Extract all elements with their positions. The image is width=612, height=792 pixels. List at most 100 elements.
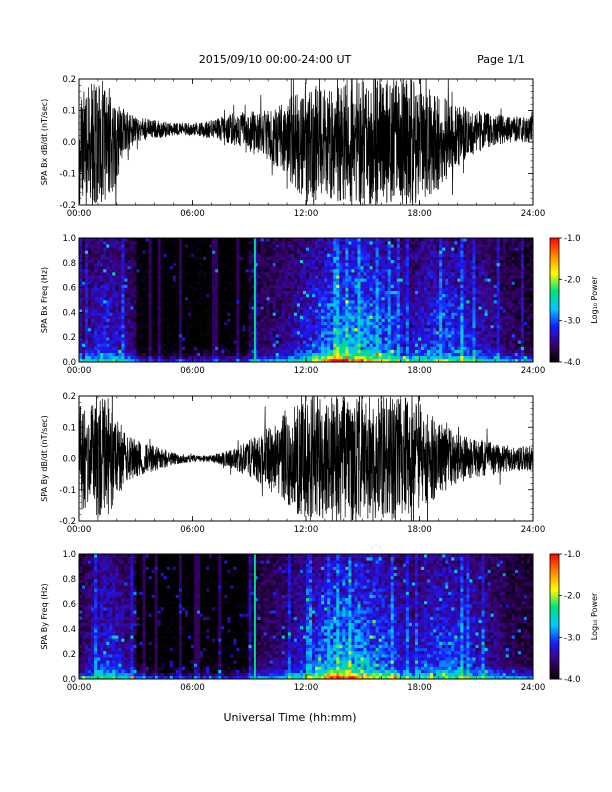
heatmap-cell: [393, 318, 398, 322]
heatmap-cell: [194, 355, 198, 360]
heatmap-cell: [387, 300, 392, 304]
heatmap-cell: [339, 293, 343, 298]
heatmap-cell: [381, 281, 385, 285]
heatmap-cell: [200, 321, 204, 326]
heatmap-cell: [275, 334, 280, 338]
heatmap-cell: [248, 340, 252, 344]
heatmap-cell: [227, 303, 231, 307]
heatmap-cell: [91, 300, 95, 304]
heatmap-cell: [414, 287, 419, 291]
heatmap-cell: [248, 309, 252, 313]
heatmap-cell: [421, 358, 425, 363]
heatmap-cell: [212, 256, 216, 260]
heatmap-cell: [408, 352, 413, 357]
heatmap-cell: [405, 324, 410, 329]
heatmap-cell: [287, 334, 292, 338]
heatmap-cell: [315, 331, 319, 335]
heatmap-cell: [430, 278, 434, 282]
heatmap-cell: [88, 293, 92, 298]
heatmap-cell: [115, 284, 119, 288]
heatmap-cell: [390, 241, 395, 245]
heatmap-cell: [302, 346, 307, 350]
heatmap-cell: [154, 352, 158, 357]
heatmap-cell: [175, 309, 180, 313]
heatmap-cell: [354, 355, 358, 360]
heatmap-cell: [315, 318, 319, 322]
heatmap-cell: [215, 300, 219, 304]
heatmap-cell: [342, 250, 346, 254]
x-tick-label: 18:00: [407, 209, 432, 219]
heatmap-cell: [91, 275, 95, 279]
heatmap-cell: [417, 296, 422, 301]
heatmap-cell: [263, 331, 267, 335]
heatmap-cell: [97, 343, 101, 347]
heatmap-cell: [163, 259, 168, 264]
heatmap-cell: [345, 321, 349, 326]
heatmap-cell: [269, 352, 274, 357]
heatmap-cell: [287, 269, 292, 273]
heatmap-cell: [387, 287, 392, 291]
heatmap-cell: [172, 334, 177, 338]
heatmap-cell: [118, 296, 122, 301]
heatmap-cell: [206, 337, 210, 341]
heatmap-cell: [402, 358, 407, 363]
heatmap-cell: [151, 296, 155, 301]
heatmap-cell: [372, 293, 376, 298]
heatmap-cell: [187, 327, 192, 332]
heatmap-cell: [109, 256, 113, 260]
heatmap-cell: [139, 238, 143, 242]
heatmap-cell: [127, 256, 131, 260]
heatmap-cell: [345, 281, 349, 285]
heatmap-cell: [399, 253, 404, 257]
heatmap-cell: [254, 296, 258, 301]
heatmap-cell: [82, 315, 86, 319]
heatmap-cell: [372, 321, 376, 326]
heatmap-cell: [112, 262, 116, 267]
heatmap-cell: [333, 352, 337, 357]
heatmap-cell: [178, 244, 183, 248]
heatmap-cell: [302, 284, 307, 288]
heatmap-cell: [424, 309, 428, 313]
heatmap-cell: [312, 290, 316, 295]
heatmap-cell: [287, 355, 292, 360]
heatmap-cell: [178, 337, 183, 341]
heatmap-cell: [284, 334, 289, 338]
heatmap-cell: [393, 340, 398, 344]
bx-dbdt-panel: 00:00 06:00 12:00 18:00 24:00-0.2-0.10.00.10…: [40, 75, 545, 219]
heatmap-cell: [248, 287, 252, 291]
heatmap-cell: [414, 259, 419, 264]
heatmap-cell: [127, 287, 131, 291]
heatmap-cell: [109, 349, 113, 353]
heatmap-cell: [248, 290, 252, 295]
heatmap-cell: [439, 262, 443, 267]
heatmap-cell: [257, 265, 261, 270]
heatmap-cell: [321, 306, 325, 310]
heatmap-cell: [324, 269, 328, 273]
heatmap-cell: [445, 337, 449, 341]
heatmap-cell: [130, 238, 134, 242]
heatmap-cell: [160, 275, 165, 279]
heatmap-cell: [424, 337, 428, 341]
heatmap-cell: [411, 253, 416, 257]
heatmap-cell: [97, 309, 101, 313]
heatmap-cell: [372, 355, 376, 360]
heatmap-cell: [414, 309, 419, 313]
heatmap-cell: [366, 331, 370, 335]
heatmap-cell: [266, 300, 270, 304]
heatmap-cell: [421, 281, 425, 285]
heatmap-cell: [242, 312, 246, 316]
heatmap-cell: [245, 256, 249, 260]
heatmap-cell: [200, 343, 204, 347]
heatmap-cell: [88, 284, 92, 288]
heatmap-cell: [218, 296, 222, 301]
heatmap-cell: [287, 318, 292, 322]
heatmap-cell: [269, 281, 274, 285]
heatmap-cell: [227, 349, 231, 353]
heatmap-cell: [260, 355, 264, 360]
heatmap-cell: [142, 265, 146, 270]
heatmap-cell: [112, 315, 116, 319]
heatmap-cell: [408, 238, 413, 242]
heatmap-cell: [175, 284, 180, 288]
heatmap-cell: [384, 321, 389, 326]
heatmap-cell: [372, 241, 376, 245]
